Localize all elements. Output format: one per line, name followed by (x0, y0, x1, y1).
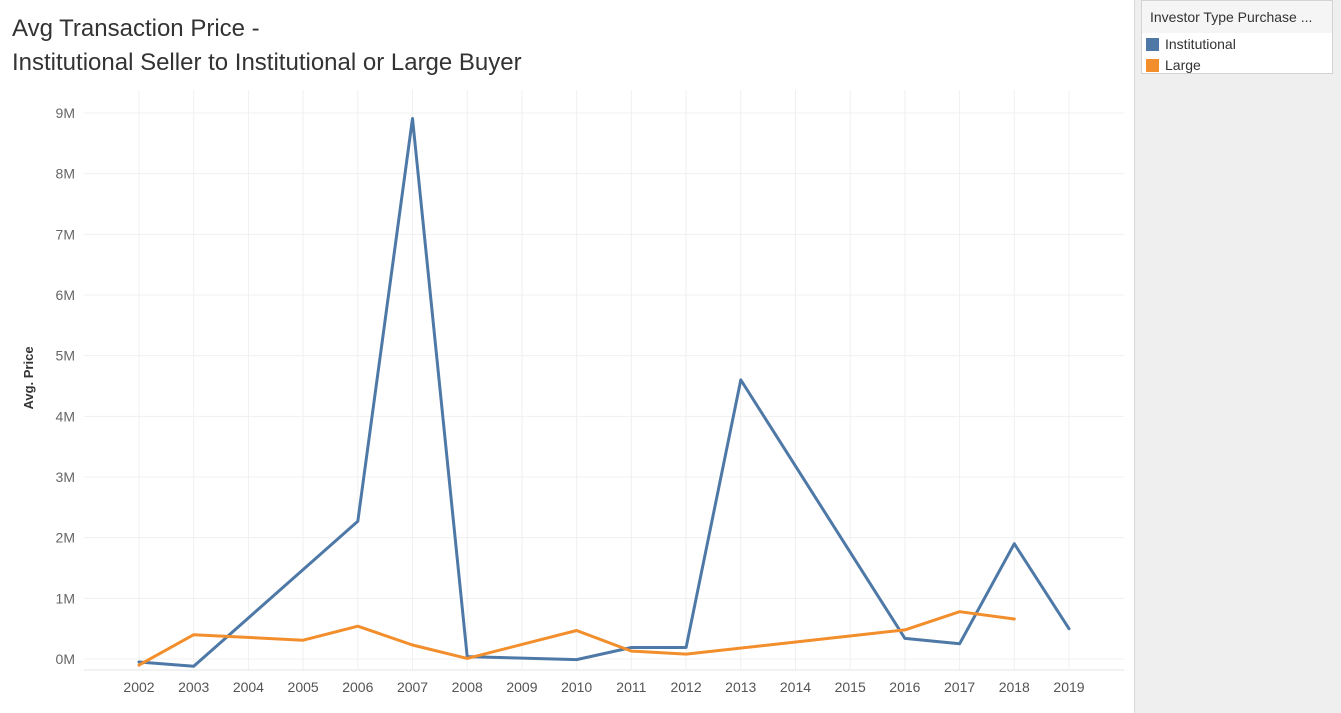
legend-swatch-large (1146, 58, 1159, 72)
x-tick-label: 2006 (342, 679, 373, 695)
x-tick-label: 2009 (506, 679, 537, 695)
x-tick-label: 2015 (835, 679, 866, 695)
x-tick-label: 2011 (616, 679, 646, 695)
x-tick-label: 2003 (178, 679, 209, 695)
x-tick-label: 2017 (944, 679, 975, 695)
legend-header (1142, 1, 1332, 33)
y-tick-label: 5M (56, 348, 75, 364)
line-chart: 0M 1M 2M 3M 4M 5M 6M 7M 8M 9M 2002 2003 2004 2005 2006… (21, 90, 1124, 695)
x-tick-label: 2014 (780, 679, 811, 695)
y-tick-label: 7M (56, 226, 75, 242)
legend-swatch-institutional (1146, 37, 1159, 51)
legend-title[interactable]: Investor Type Purchase ... (1150, 9, 1313, 25)
x-tick-label: 2004 (233, 679, 264, 695)
y-tick-label: 2M (56, 530, 75, 546)
x-tick-label: 2008 (452, 679, 483, 695)
x-tick-label: 2018 (999, 679, 1030, 695)
legend-label-institutional: Institutional (1165, 36, 1236, 52)
axes: 0M 1M 2M 3M 4M 5M 6M 7M 8M 9M 2002 2003 2004 2005 2006… (56, 105, 1124, 695)
x-tick-label: 2012 (670, 679, 701, 695)
y-axis-label: Avg. Price (21, 346, 36, 409)
x-tick-label: 2016 (889, 679, 920, 695)
y-tick-label: 1M (56, 590, 75, 606)
y-tick-label: 9M (56, 105, 75, 121)
legend-item-institutional[interactable]: Institutional (1146, 35, 1236, 53)
gridlines (84, 90, 1124, 670)
y-tick-label: 3M (56, 469, 75, 485)
chart-title-line-1: Avg Transaction Price - (12, 15, 260, 42)
legend-item-large[interactable]: Large (1146, 56, 1201, 74)
x-tick-label: 2013 (725, 679, 756, 695)
chart-title-line-2: Institutional Seller to Institutional or… (12, 49, 522, 76)
x-tick-label: 2007 (397, 679, 428, 695)
x-tick-label: 2010 (561, 679, 592, 695)
chart-title: Avg Transaction Price - Institutional Se… (12, 12, 522, 80)
x-tick-label: 2005 (288, 679, 319, 695)
y-tick-label: 8M (56, 166, 75, 182)
y-tick-label: 0M (56, 651, 75, 667)
right-panel (1134, 0, 1341, 713)
y-tick-label: 6M (56, 287, 75, 303)
series-line-institutional[interactable] (137, 117, 1071, 668)
series-lines (137, 117, 1071, 668)
x-tick-label: 2002 (123, 679, 154, 695)
legend: Investor Type Purchase ... Institutional… (1141, 0, 1333, 74)
legend-label-large: Large (1165, 57, 1201, 73)
x-tick-label: 2019 (1053, 679, 1084, 695)
y-tick-label: 4M (56, 408, 75, 424)
series-line-large[interactable] (137, 610, 1016, 667)
